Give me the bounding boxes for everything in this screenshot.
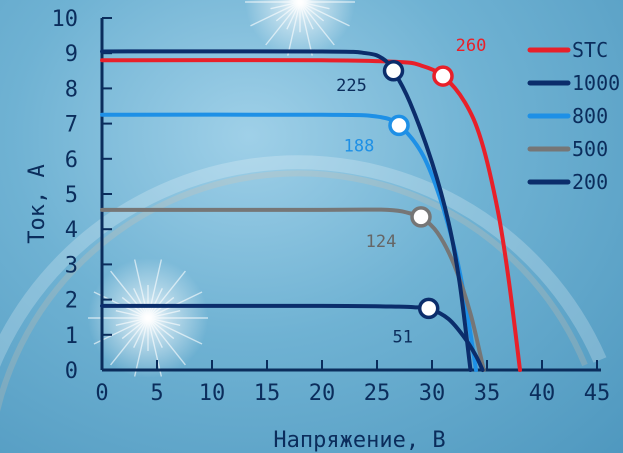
- x-tick-label: 15: [254, 381, 281, 406]
- sun-ray: [147, 317, 203, 345]
- x-axis-title: Напряжение, В: [273, 428, 445, 453]
- sun-ray: [147, 317, 181, 327]
- sun-ray: [270, 1, 301, 10]
- sun-ray: [286, 1, 301, 30]
- sun-ray: [147, 317, 163, 349]
- y-tick-label: 7: [65, 113, 78, 138]
- y-tick-label: 8: [65, 77, 78, 102]
- y-tick-label: 10: [52, 7, 79, 32]
- sun-ray: [147, 309, 181, 319]
- legend-label-500: 500: [572, 137, 608, 161]
- legend-label-800: 800: [572, 104, 608, 128]
- sun-ray: [299, 1, 325, 22]
- sun-ray: [288, 0, 301, 3]
- power-annotation-500: 124: [366, 232, 397, 252]
- y-axis-title: Ток, А: [25, 164, 50, 243]
- sun-ray: [299, 1, 313, 56]
- mpp-marker-1000: [382, 60, 405, 82]
- x-tick-label: 40: [529, 381, 556, 406]
- sun-ray: [299, 1, 335, 46]
- sun-ray: [147, 287, 163, 319]
- sun-ray: [147, 270, 186, 319]
- mpp-marker-500: [410, 206, 432, 228]
- x-tick-label: 25: [364, 381, 391, 406]
- sun-ray: [110, 270, 149, 319]
- y-tick-label: 5: [65, 183, 78, 208]
- y-tick-label: 4: [65, 218, 78, 243]
- mpp-marker-200: [417, 297, 440, 320]
- sun-ray: [121, 317, 149, 340]
- y-tick-label: 1: [65, 324, 78, 349]
- x-tick-label: 5: [150, 381, 163, 406]
- rainbow-arc: [0, 155, 607, 367]
- x-tick-label: 0: [95, 381, 108, 406]
- x-tick-label: 35: [474, 381, 501, 406]
- legend: STC 1000 800 500 200: [527, 38, 620, 194]
- legend-label-1000: 1000: [572, 71, 620, 95]
- sun-ray: [147, 317, 186, 366]
- sun-ray: [147, 317, 163, 377]
- x-tick-label: 10: [199, 381, 226, 406]
- sun-rays-top: [245, 0, 355, 56]
- power-annotation-800: 188: [344, 136, 375, 156]
- sun-ray: [287, 1, 301, 56]
- sun-ray: [299, 1, 330, 10]
- background-decoration: [0, 0, 607, 412]
- sun-ray: [115, 317, 149, 327]
- sun-ray: [133, 317, 149, 349]
- sun-ray: [299, 0, 312, 3]
- sun-ray: [147, 259, 163, 319]
- x-tick-label: 45: [584, 381, 611, 406]
- sun-ray: [147, 317, 175, 340]
- y-tick-label: 6: [65, 148, 78, 173]
- y-tick-label: 3: [65, 253, 78, 278]
- sun-ray: [299, 1, 314, 30]
- sun-ray: [250, 1, 301, 27]
- x-tick-label: 20: [309, 381, 336, 406]
- power-annotation-1000: 225: [336, 76, 367, 96]
- legend-label-stc: STC: [572, 38, 608, 62]
- y-tick-label: 9: [65, 42, 78, 67]
- sun-ray: [115, 309, 149, 319]
- sun-ray: [265, 1, 301, 46]
- mpp-marker-stc: [432, 65, 454, 87]
- x-tick-label: 30: [419, 381, 446, 406]
- sun-ray: [275, 1, 301, 22]
- sun-ray: [299, 1, 350, 27]
- sun-ray: [133, 259, 149, 319]
- sun-ray: [133, 317, 149, 377]
- power-annotation-stc: 260: [456, 36, 487, 56]
- sun-ray: [133, 287, 149, 319]
- legend-label-200: 200: [572, 170, 608, 194]
- mpp-marker-800: [388, 114, 410, 137]
- sun-ray: [110, 317, 149, 366]
- y-tick-label: 2: [65, 289, 78, 314]
- y-tick-label: 0: [65, 359, 78, 384]
- power-annotation-200: 51: [392, 327, 412, 347]
- rainbow-arc-inner: [0, 170, 588, 412]
